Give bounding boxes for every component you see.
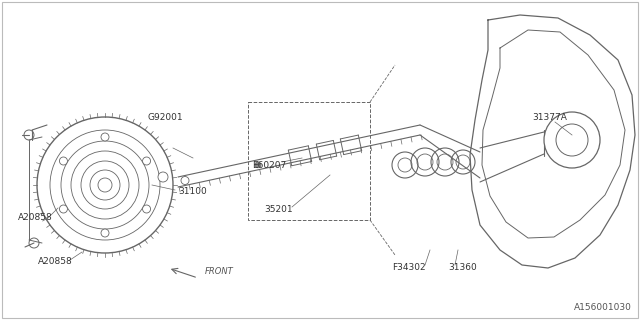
- Circle shape: [181, 177, 189, 185]
- Text: A156001030: A156001030: [574, 303, 632, 312]
- Circle shape: [158, 172, 168, 182]
- Circle shape: [255, 162, 261, 168]
- Text: F34302: F34302: [392, 263, 426, 273]
- Circle shape: [143, 157, 150, 165]
- Text: E60207: E60207: [252, 161, 286, 170]
- Text: G92001: G92001: [148, 114, 184, 123]
- Circle shape: [29, 238, 39, 248]
- Text: 31100: 31100: [178, 188, 207, 196]
- Circle shape: [60, 157, 67, 165]
- Circle shape: [101, 133, 109, 141]
- Circle shape: [101, 229, 109, 237]
- Bar: [248, 102, 370, 220]
- Text: A20858: A20858: [18, 213, 52, 222]
- Text: 31377A: 31377A: [532, 114, 567, 123]
- Text: A20858: A20858: [38, 258, 73, 267]
- Text: 31360: 31360: [448, 263, 477, 273]
- Circle shape: [60, 205, 67, 213]
- Text: 35201: 35201: [264, 205, 292, 214]
- Circle shape: [143, 205, 150, 213]
- Circle shape: [24, 130, 34, 140]
- Text: FRONT: FRONT: [205, 268, 234, 276]
